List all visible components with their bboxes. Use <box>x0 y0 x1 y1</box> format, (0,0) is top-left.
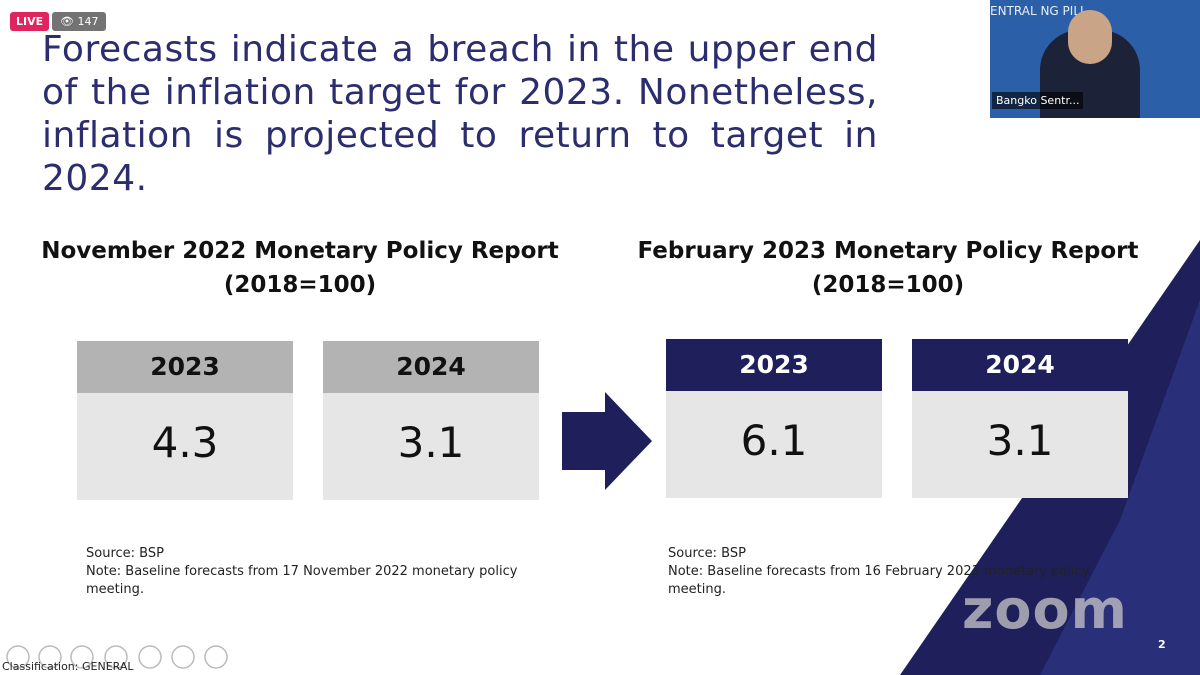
video-thumbnail[interactable]: ENTRAL NG PILI Bangko Sentr... <box>990 0 1200 118</box>
note: Note: Baseline forecasts from 16 Februar… <box>668 564 1090 597</box>
box-year: 2023 <box>77 341 293 393</box>
panel-heading: February 2023 Monetary Policy Report <box>637 238 1139 264</box>
classification: Classification: GENERAL <box>2 660 134 673</box>
note: Note: Baseline forecasts from 17 Novembe… <box>86 564 518 597</box>
slide-title: Forecasts indicate a breach in the upper… <box>42 29 878 199</box>
viewer-count: 👁 147 <box>52 12 107 31</box>
box-value: 3.1 <box>323 393 539 500</box>
source: Source: BSP <box>86 546 164 561</box>
speaker-name: Bangko Sentr... <box>992 92 1084 109</box>
panel-subheading: (2018=100) <box>811 272 965 298</box>
box-year: 2024 <box>912 339 1128 391</box>
box-year: 2023 <box>666 339 882 391</box>
speaker-face <box>1068 10 1112 64</box>
box-year: 2024 <box>323 341 539 393</box>
box-value: 6.1 <box>666 391 882 498</box>
viewer-number: 147 <box>77 15 99 28</box>
panel-subheading: (2018=100) <box>223 272 377 298</box>
panel-heading: November 2022 Monetary Policy Report <box>41 238 559 264</box>
box-value: 3.1 <box>912 391 1128 498</box>
source: Source: BSP <box>668 546 746 561</box>
zoom-watermark: zoom <box>962 578 1128 641</box>
page-number: 2 <box>1158 638 1166 651</box>
box-value: 4.3 <box>77 393 293 500</box>
live-badge: LIVE <box>10 12 50 31</box>
video-background-text: ENTRAL NG PILI <box>990 4 1084 18</box>
arrow <box>562 392 652 490</box>
